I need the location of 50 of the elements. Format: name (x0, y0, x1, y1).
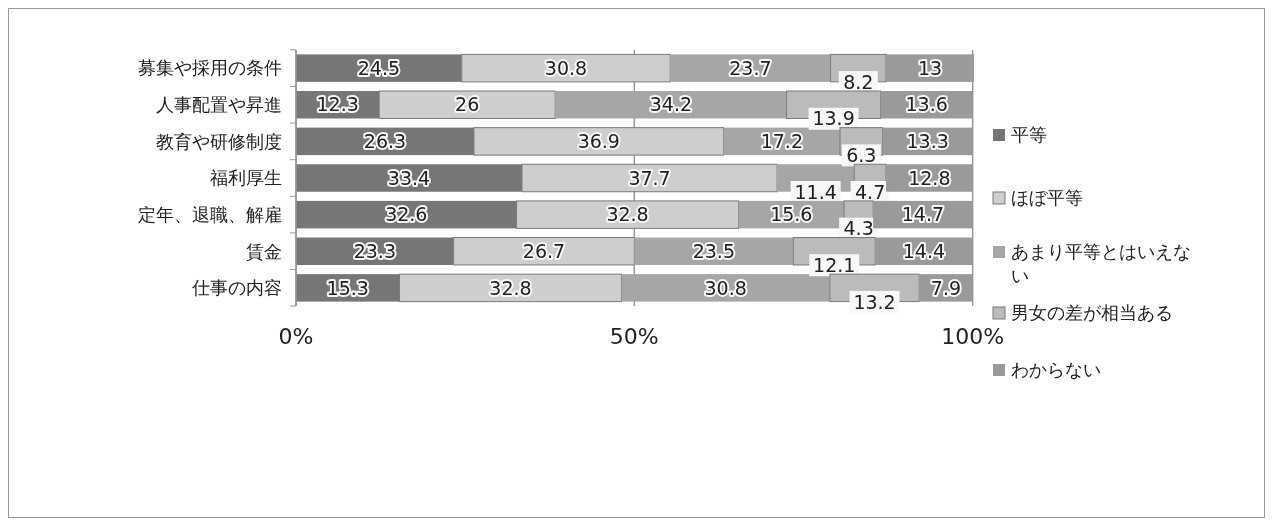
data-label: 26 (455, 93, 480, 116)
data-label: 15.6 (770, 203, 813, 226)
data-label: 37.7 (628, 166, 671, 189)
data-label: 13.9 (812, 107, 855, 130)
data-label: 15.3 (326, 276, 369, 299)
data-label: 30.8 (704, 276, 747, 299)
data-label: 34.2 (649, 93, 693, 116)
data-label: 23.3 (353, 239, 396, 262)
data-label: 8.2 (843, 70, 874, 93)
data-label: 33.4 (387, 166, 431, 189)
data-label: 12.8 (908, 166, 951, 189)
x-tick-label: 0% (278, 323, 314, 349)
data-label: 12.3 (316, 93, 359, 116)
data-label: 7.9 (930, 276, 962, 299)
legend-label: わからない (1011, 359, 1101, 381)
x-tick-label: 50% (609, 323, 659, 349)
y-tick-label: 人事配置や昇進 (156, 94, 282, 116)
data-label: 13 (917, 56, 943, 79)
y-tick-label: 賃金 (246, 240, 282, 262)
y-tick-label: 募集や採用の条件 (138, 57, 282, 79)
y-tick-label: 福利厚生 (210, 167, 282, 189)
legend-label: 男女の差が相当ある (1011, 302, 1173, 324)
data-label: 26.7 (522, 239, 566, 262)
data-label: 4.3 (843, 217, 874, 240)
y-tick-label: 定年、退職、解雇 (138, 203, 282, 225)
y-tick-label: 仕事の内容 (191, 277, 282, 299)
data-label: 6.3 (846, 144, 877, 167)
data-label: 23.7 (729, 56, 772, 79)
data-label: 32.8 (606, 203, 649, 226)
data-label: 13.3 (906, 130, 949, 153)
data-label: 32.6 (385, 203, 428, 226)
data-label: 13.2 (853, 290, 896, 313)
y-tick-label: 教育や研修制度 (156, 130, 282, 152)
legend-label: 平等 (1011, 124, 1047, 146)
data-label: 14.7 (901, 203, 945, 226)
legend-label: あまり平等とはいえない (1011, 241, 1191, 286)
data-label: 4.7 (855, 180, 886, 203)
data-label: 17.2 (760, 130, 803, 153)
data-label: 36.9 (577, 130, 620, 153)
data-label: 14.4 (902, 239, 946, 262)
data-label: 32.8 (489, 276, 532, 299)
legend-label: ほぼ平等 (1011, 187, 1083, 209)
data-label: 11.4 (794, 180, 837, 203)
data-label: 30.8 (544, 56, 588, 79)
x-tick-label: 100% (941, 323, 1005, 349)
data-label: 13.6 (905, 93, 948, 116)
data-label: 12.1 (813, 253, 856, 276)
data-label: 24.5 (357, 56, 401, 79)
data-label: 23.5 (692, 239, 735, 262)
data-label: 26.3 (363, 130, 407, 153)
